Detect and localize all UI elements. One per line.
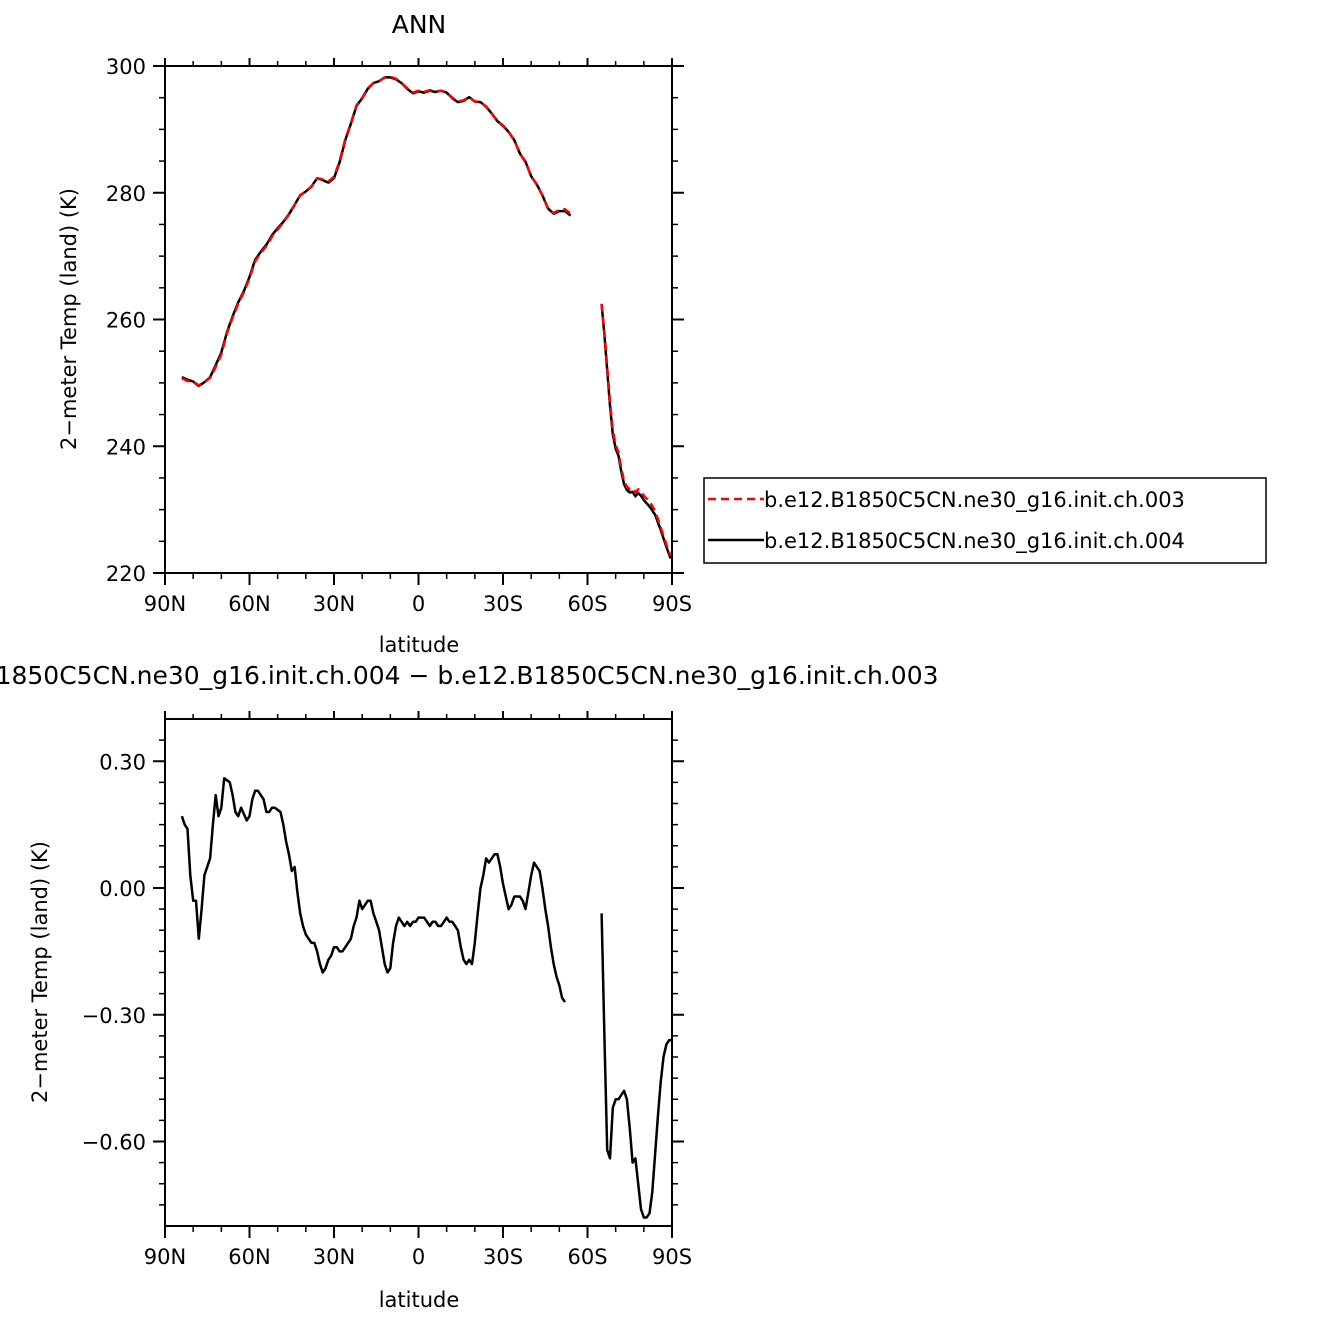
x-tick-label: 90N [144,1245,186,1269]
y-tick-label: −0.60 [82,1131,146,1155]
y-tick-label: 220 [106,562,146,586]
x-tick-label: 30S [483,592,523,616]
y-tick-label: 280 [106,182,146,206]
legend-box [703,477,1267,564]
y-tick-label: −0.30 [82,1004,146,1028]
x-tick-label: 90S [652,1245,692,1269]
y-tick-label: 260 [106,309,146,333]
legend: b.e12.B1850C5CN.ne30_g16.init.ch.003 b.e… [703,477,1267,564]
x-axis-label: latitude [379,1288,460,1312]
series-line-1-segment-2 [600,303,672,557]
series-line-2-segment-2 [600,304,672,559]
panel-title: b.e12.B1850C5CN.ne30_g16.init.ch.004 − b… [0,661,939,690]
x-tick-label: 60S [567,592,607,616]
x-tick-label: 60N [228,1245,270,1269]
x-tick-label: 30S [483,1245,523,1269]
x-tick-label: 90S [652,592,692,616]
x-tick-label: 0 [412,1245,425,1269]
series-line-1-segment-2 [600,913,672,1219]
legend-label-series-2: b.e12.B1850C5CN.ne30_g16.init.ch.004 [764,529,1185,554]
temperature-panel: ANN 90N 60N 30N 0 30S 60S 90S 300 280 260 240 220 l… [57,10,1267,657]
x-tick-label: 30N [313,1245,355,1269]
x-tick-label: 0 [412,592,425,616]
plot-frame [164,65,673,574]
x-axis-label: latitude [379,633,460,657]
y-tick-label: 0.00 [99,877,146,901]
panel-title: ANN [392,10,447,39]
series-line-1-segment-1 [180,776,567,1003]
x-tick-label: 60S [567,1245,607,1269]
y-axis-label: 2−meter Temp (land) (K) [57,188,81,450]
y-tick-label: 240 [106,435,146,459]
legend-label-series-1: b.e12.B1850C5CN.ne30_g16.init.ch.003 [764,488,1185,513]
x-tick-label: 30N [313,592,355,616]
plot-frame [164,718,673,1227]
series-line-1-segment-1 [181,75,572,387]
x-tick-label: 90N [144,592,186,616]
x-tick-label: 60N [228,592,270,616]
series-line-2-segment-1 [181,76,572,388]
difference-panel: b.e12.B1850C5CN.ne30_g16.init.ch.004 − b… [0,661,939,1312]
y-axis-label: 2−meter Temp (land) (K) [28,841,52,1103]
y-tick-label: 0.30 [99,750,146,774]
y-tick-label: 300 [106,55,146,79]
